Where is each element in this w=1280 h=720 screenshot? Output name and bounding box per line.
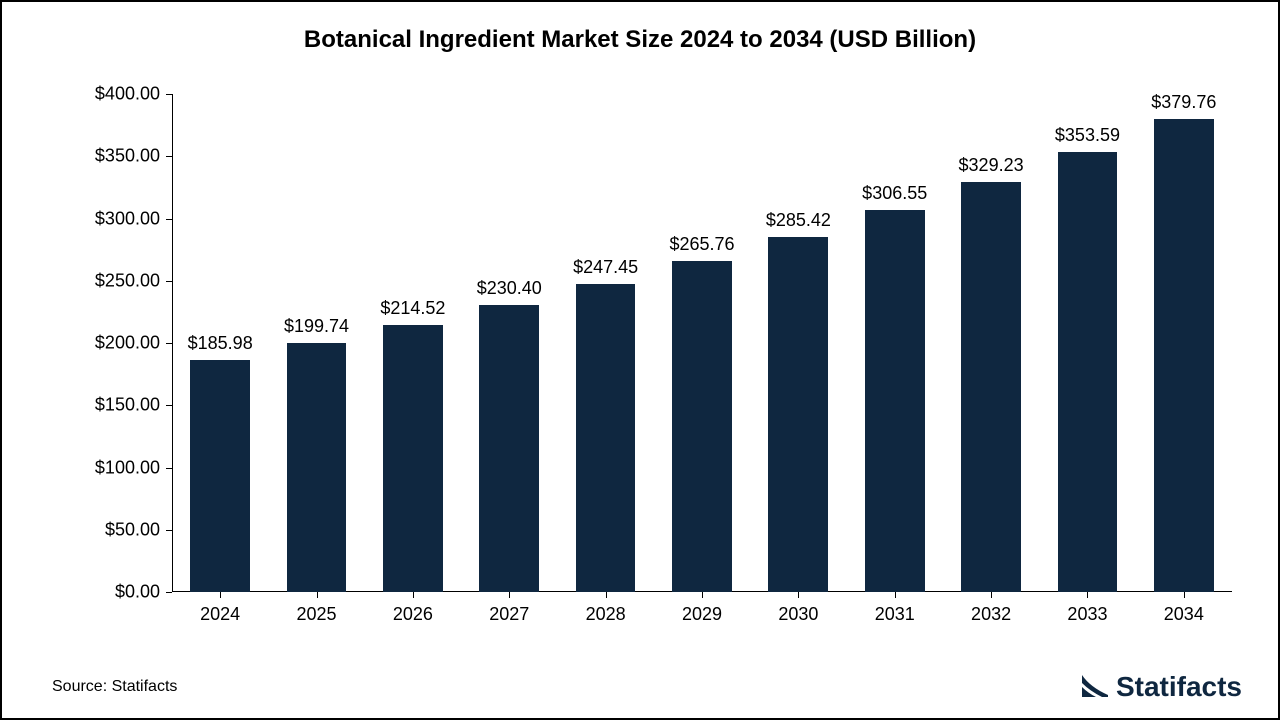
bar-value-label: $214.52 <box>380 298 445 319</box>
bar <box>287 343 347 592</box>
y-tick-label: $150.00 <box>70 395 160 416</box>
x-tick <box>413 592 414 598</box>
y-tick-label: $100.00 <box>70 457 160 478</box>
bar-value-label: $185.98 <box>188 333 253 354</box>
bar-value-label: $379.76 <box>1151 92 1216 113</box>
y-tick-label: $400.00 <box>70 84 160 105</box>
x-tick <box>1184 592 1185 598</box>
bar <box>672 261 732 592</box>
bar-value-label: $285.42 <box>766 210 831 231</box>
chart-frame: Botanical Ingredient Market Size 2024 to… <box>0 0 1280 720</box>
bar <box>479 305 539 592</box>
brand-logo: Statifacts <box>1080 669 1242 704</box>
y-tick <box>166 281 172 282</box>
bar <box>961 182 1021 592</box>
brand-icon <box>1080 669 1110 704</box>
y-tick <box>166 156 172 157</box>
bar <box>383 325 443 592</box>
y-tick <box>166 405 172 406</box>
x-tick <box>702 592 703 598</box>
bar-value-label: $265.76 <box>669 234 734 255</box>
source-text: Source: Statifacts <box>52 678 177 696</box>
y-tick-label: $0.00 <box>70 582 160 603</box>
bar <box>576 284 636 592</box>
x-tick-label: 2031 <box>875 604 915 625</box>
brand-text: Statifacts <box>1116 671 1242 703</box>
chart-title: Botanical Ingredient Market Size 2024 to… <box>2 26 1278 54</box>
bar-value-label: $230.40 <box>477 278 542 299</box>
x-tick-label: 2032 <box>971 604 1011 625</box>
x-tick-label: 2033 <box>1067 604 1107 625</box>
x-tick <box>798 592 799 598</box>
x-tick <box>509 592 510 598</box>
bar-value-label: $306.55 <box>862 183 927 204</box>
x-tick-label: 2027 <box>489 604 529 625</box>
bar-value-label: $247.45 <box>573 257 638 278</box>
y-tick-label: $250.00 <box>70 270 160 291</box>
x-tick-label: 2030 <box>778 604 818 625</box>
bar <box>1154 119 1214 592</box>
y-tick <box>166 219 172 220</box>
y-tick-label: $200.00 <box>70 333 160 354</box>
x-tick <box>317 592 318 598</box>
bar <box>768 237 828 592</box>
x-tick-label: 2026 <box>393 604 433 625</box>
y-tick <box>166 94 172 95</box>
y-axis-line <box>172 94 173 592</box>
bar <box>865 210 925 592</box>
y-tick <box>166 343 172 344</box>
x-tick <box>606 592 607 598</box>
y-tick-label: $50.00 <box>70 519 160 540</box>
x-tick-label: 2029 <box>682 604 722 625</box>
x-tick-label: 2024 <box>200 604 240 625</box>
y-tick <box>166 468 172 469</box>
plot-area: $0.00$50.00$100.00$150.00$200.00$250.00$… <box>172 94 1232 592</box>
bar-value-label: $353.59 <box>1055 125 1120 146</box>
y-tick <box>166 530 172 531</box>
x-tick-label: 2025 <box>297 604 337 625</box>
bar <box>190 360 250 592</box>
y-tick-label: $300.00 <box>70 208 160 229</box>
bar <box>1058 152 1118 592</box>
x-tick-label: 2034 <box>1164 604 1204 625</box>
x-tick <box>991 592 992 598</box>
y-tick <box>166 592 172 593</box>
bar-value-label: $329.23 <box>959 155 1024 176</box>
x-tick <box>1087 592 1088 598</box>
bar-value-label: $199.74 <box>284 316 349 337</box>
x-tick-label: 2028 <box>586 604 626 625</box>
y-tick-label: $350.00 <box>70 146 160 167</box>
x-tick <box>220 592 221 598</box>
x-tick <box>895 592 896 598</box>
